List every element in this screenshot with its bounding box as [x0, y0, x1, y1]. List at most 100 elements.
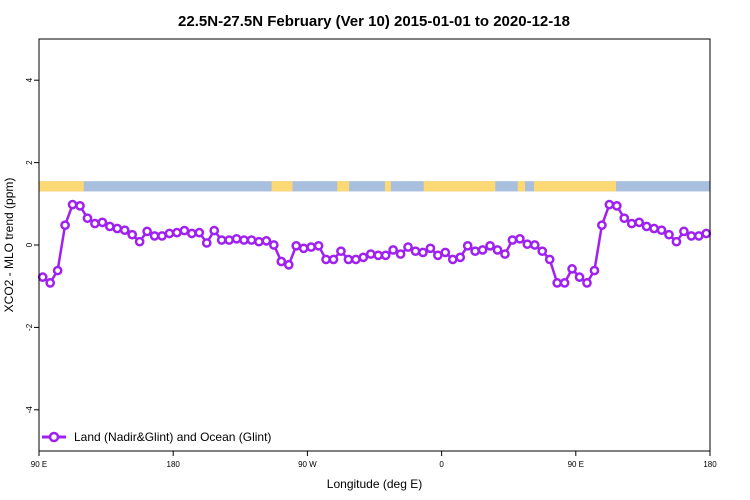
data-point — [477, 245, 488, 255]
data-point — [626, 218, 637, 229]
y-axis-label: XCO2 - MLO trend (ppm) — [2, 178, 16, 313]
data-point — [179, 225, 190, 236]
y-axis: -4 -2 0 2 4 — [25, 77, 39, 413]
data-point — [119, 225, 130, 236]
land-segment — [423, 181, 496, 192]
data-point — [470, 246, 480, 257]
data-point — [261, 236, 272, 246]
data-point — [671, 236, 682, 247]
data-point — [52, 265, 63, 276]
data-point — [447, 254, 458, 265]
data-point — [373, 250, 384, 261]
data-point — [679, 226, 689, 237]
land-segment — [337, 181, 350, 192]
data-point — [172, 227, 182, 238]
data-point — [552, 278, 563, 288]
data-point — [343, 254, 354, 265]
data-point — [127, 229, 138, 240]
data-point — [112, 223, 123, 234]
data-point — [269, 240, 279, 250]
y-tick-label: 0 — [25, 242, 34, 247]
data-point — [283, 259, 294, 270]
data-point — [410, 246, 421, 257]
data-point — [45, 278, 56, 288]
y-tick-label: 2 — [25, 160, 34, 165]
data-point — [224, 235, 234, 245]
data-point — [664, 229, 674, 240]
land-segment — [39, 181, 84, 192]
data-point — [380, 250, 391, 261]
x-axis: 90 E 180 90 W 0 90 E 180 — [31, 451, 717, 469]
series-layer — [37, 199, 712, 288]
legend-marker — [48, 431, 60, 443]
data-point — [395, 249, 406, 259]
ocean-band — [39, 181, 710, 192]
data-point — [216, 235, 227, 245]
data-point — [604, 199, 615, 210]
data-point — [425, 243, 436, 254]
x-tick-label: 180 — [167, 460, 181, 469]
data-point — [649, 223, 659, 234]
data-point — [492, 245, 503, 255]
data-point — [589, 265, 600, 276]
data-point — [365, 249, 376, 259]
data-point — [619, 213, 630, 224]
data-point — [67, 199, 78, 210]
data-point — [149, 231, 160, 241]
data-point — [254, 236, 264, 247]
data-point — [164, 228, 175, 239]
legend-entry: Land (Nadir&Glint) and Ocean (Glint) — [74, 430, 271, 444]
data-point — [306, 242, 316, 252]
x-tick-label: 0 — [439, 460, 444, 469]
land-segment — [271, 181, 293, 192]
data-point — [544, 254, 555, 265]
data-point — [134, 236, 145, 247]
land-segment — [384, 181, 391, 192]
data-point — [37, 272, 48, 282]
data-point — [701, 228, 712, 239]
data-point — [336, 246, 346, 257]
data-point — [462, 240, 473, 251]
data-point — [209, 225, 220, 236]
data-point — [611, 201, 622, 211]
data-point — [142, 226, 152, 237]
data-point — [656, 225, 667, 236]
x-tick-label: 180 — [703, 460, 717, 469]
data-point — [186, 228, 197, 239]
data-point — [634, 217, 645, 228]
land-ocean-strip — [39, 181, 710, 192]
data-point — [358, 252, 369, 263]
data-point — [693, 231, 704, 241]
data-point — [559, 278, 570, 288]
data-point — [90, 218, 100, 229]
data-point — [351, 254, 361, 265]
data-point — [75, 201, 85, 211]
data-point — [574, 272, 585, 282]
data-point — [246, 235, 257, 245]
x-tick-label: 90 E — [568, 460, 584, 469]
data-point — [313, 240, 324, 251]
y-tick-label: 4 — [25, 77, 34, 82]
data-point — [582, 278, 592, 288]
data-point — [60, 220, 70, 231]
chart-title: 22.5N-27.5N February (Ver 10) 2015-01-01… — [178, 13, 570, 30]
land-segment — [517, 181, 526, 192]
data-point — [537, 246, 548, 257]
y-tick-label: -2 — [25, 323, 34, 331]
data-point — [686, 231, 697, 241]
data-point — [104, 221, 115, 232]
data-point — [321, 254, 331, 265]
x-axis-label: Longitude (deg E) — [327, 477, 422, 491]
data-point — [567, 264, 577, 274]
data-point — [507, 235, 518, 245]
data-point — [298, 243, 309, 254]
data-point — [276, 256, 287, 267]
data-point — [418, 247, 428, 258]
data-point — [529, 240, 540, 250]
x-tick-label: 90 W — [298, 460, 317, 469]
data-point — [291, 240, 302, 251]
data-point — [239, 235, 249, 245]
data-point — [194, 227, 205, 238]
x-tick-label: 90 E — [31, 460, 47, 469]
